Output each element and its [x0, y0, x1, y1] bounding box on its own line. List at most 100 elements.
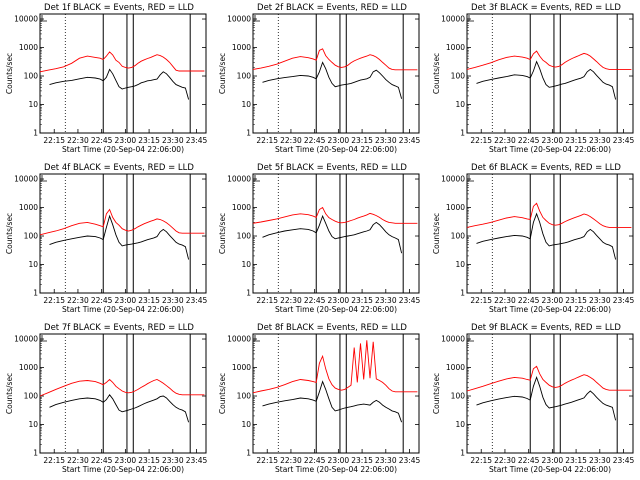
x-tick-label: 23:15: [565, 456, 587, 465]
plot-frame: [466, 173, 634, 294]
y-tick-label: 1: [247, 289, 252, 298]
lld-series-line: [39, 378, 205, 397]
y-tick-label: 10000: [441, 335, 465, 344]
x-tick-label: 22:30: [280, 456, 302, 465]
x-tick-label: 22:15: [470, 296, 492, 305]
corner-bracket: [41, 335, 47, 342]
y-tick-label: 10000: [227, 335, 251, 344]
x-axis-label: Start Time (20-Sep-04 22:06:00): [62, 465, 184, 474]
x-tick-label: 22:45: [304, 456, 326, 465]
chart-panel-8: Det 8f BLACK = Events, RED = LLD 1 10 100 10…: [213, 320, 426, 480]
y-tick-label: 100: [24, 392, 39, 401]
lld-series-line: [39, 51, 205, 73]
x-tick-label: 22:15: [470, 456, 492, 465]
chart-title: Det 5f BLACK = Events, RED = LLD: [257, 163, 407, 173]
corner-bracket: [41, 175, 47, 182]
x-tick-label: 22:15: [43, 136, 65, 145]
x-tick-label: 23:15: [565, 136, 587, 145]
y-tick-label: 1000: [19, 203, 38, 212]
chart-title: Det 3f BLACK = Events, RED = LLD: [471, 3, 621, 13]
y-tick-label: 10000: [227, 175, 251, 184]
x-tick-label: 23:30: [375, 296, 397, 305]
x-tick-label: 22:30: [280, 136, 302, 145]
x-tick-label: 23:30: [375, 136, 397, 145]
y-axis-label: Counts/sec: [218, 53, 227, 94]
events-series-line: [262, 214, 403, 254]
x-axis-label: Start Time (20-Sep-04 22:06:00): [275, 305, 397, 314]
x-tick-label: 23:30: [589, 136, 611, 145]
y-tick-label: 1: [33, 129, 38, 138]
corner-bracket: [468, 335, 474, 342]
chart-title: Det 8f BLACK = Events, RED = LLD: [257, 323, 407, 333]
x-axis-label: Start Time (20-Sep-04 22:06:00): [489, 465, 611, 474]
chart-panel-5: Det 5f BLACK = Events, RED = LLD 1 10 100 10…: [213, 160, 426, 320]
chart-svg: Det 1f BLACK = Events, RED = LLD 1 10 100 10…: [5, 3, 208, 154]
lld-series-line: [253, 48, 418, 71]
x-tick-label: 23:45: [612, 456, 634, 465]
x-tick-label: 22:30: [494, 456, 516, 465]
x-tick-label: 23:00: [541, 296, 563, 305]
x-tick-label: 22:15: [257, 136, 279, 145]
y-axis-label: Counts/sec: [5, 373, 14, 414]
x-tick-label: 22:30: [67, 456, 89, 465]
lld-series-line: [466, 202, 631, 228]
chart-svg: Det 7f BLACK = Events, RED = LLD 1 10 100 10…: [5, 323, 208, 474]
x-tick-label: 23:30: [589, 456, 611, 465]
plot-frame: [252, 13, 420, 134]
y-tick-label: 1000: [232, 43, 251, 52]
x-tick-label: 22:30: [494, 296, 516, 305]
y-tick-label: 10: [28, 100, 38, 109]
y-tick-label: 10: [455, 260, 465, 269]
x-axis-label: Start Time (20-Sep-04 22:06:00): [489, 305, 611, 314]
chart-svg: Det 8f BLACK = Events, RED = LLD 1 10 100 10…: [218, 323, 421, 474]
y-tick-label: 1: [33, 289, 38, 298]
chart-svg: Det 6f BLACK = Events, RED = LLD 1 10 100 10…: [432, 163, 635, 314]
x-tick-label: 22:15: [43, 456, 65, 465]
plot-frame: [252, 173, 420, 294]
x-tick-label: 23:00: [328, 296, 350, 305]
events-series-line: [475, 376, 616, 421]
lld-series-line: [253, 340, 418, 394]
x-tick-label: 23:45: [186, 296, 208, 305]
x-tick-label: 23:15: [352, 296, 374, 305]
events-series-line: [475, 212, 616, 260]
x-tick-label: 22:45: [304, 136, 326, 145]
y-tick-label: 10000: [441, 15, 465, 24]
x-tick-label: 23:00: [115, 296, 137, 305]
x-tick-label: 22:45: [304, 296, 326, 305]
x-tick-label: 23:15: [565, 296, 587, 305]
chart-panel-6: Det 6f BLACK = Events, RED = LLD 1 10 100 10…: [427, 160, 640, 320]
x-tick-label: 22:45: [91, 456, 113, 465]
corner-bracket: [254, 335, 261, 342]
y-tick-label: 1000: [446, 43, 465, 52]
chart-svg: Det 5f BLACK = Events, RED = LLD 1 10 100 10…: [218, 163, 421, 314]
x-tick-label: 23:30: [162, 296, 184, 305]
chart-title: Det 4f BLACK = Events, RED = LLD: [44, 163, 194, 173]
x-tick-label: 22:15: [43, 296, 65, 305]
x-tick-label: 23:30: [162, 456, 184, 465]
x-tick-label: 23:15: [138, 456, 160, 465]
y-tick-label: 10000: [14, 15, 38, 24]
y-tick-label: 100: [24, 72, 39, 81]
y-tick-label: 1: [247, 129, 252, 138]
chart-svg: Det 9f BLACK = Events, RED = LLD 1 10 100 10…: [432, 323, 635, 474]
y-tick-label: 100: [450, 232, 465, 241]
y-tick-label: 100: [237, 232, 252, 241]
x-axis-label: Start Time (20-Sep-04 22:06:00): [62, 305, 184, 314]
x-tick-label: 23:30: [162, 136, 184, 145]
x-tick-label: 23:00: [115, 136, 137, 145]
corner-bracket: [468, 175, 474, 182]
chart-title: Det 6f BLACK = Events, RED = LLD: [471, 163, 621, 173]
x-tick-label: 23:45: [399, 136, 421, 145]
x-tick-label: 22:45: [91, 296, 113, 305]
x-tick-label: 23:15: [352, 456, 374, 465]
chart-title: Det 7f BLACK = Events, RED = LLD: [44, 323, 194, 333]
plot-frame: [39, 333, 207, 454]
y-tick-label: 100: [24, 232, 39, 241]
x-tick-label: 23:00: [328, 136, 350, 145]
y-axis-label: Counts/sec: [432, 53, 441, 94]
lld-series-line: [466, 50, 631, 70]
x-tick-label: 23:15: [138, 136, 160, 145]
y-tick-label: 1: [460, 289, 465, 298]
plot-frame: [39, 173, 207, 294]
